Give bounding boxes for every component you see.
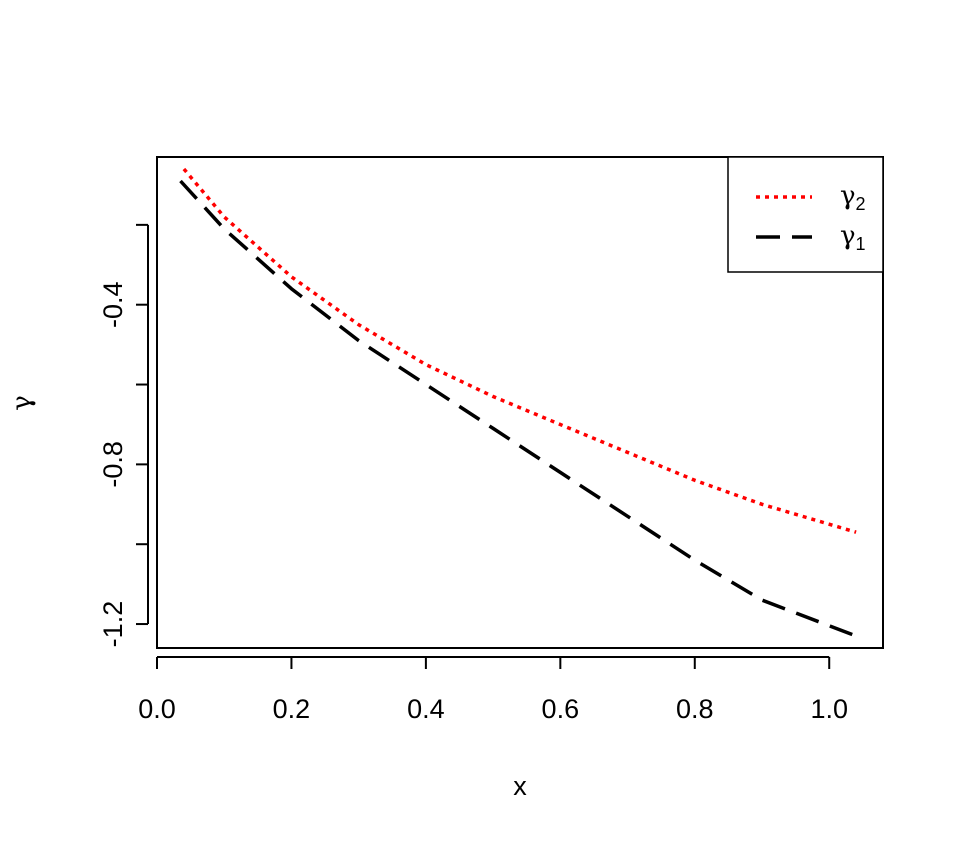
y-axis: -1.2 -0.8 -0.4: [98, 223, 149, 648]
x-tick-label: 0.2: [273, 694, 311, 724]
x-axis-label: x: [513, 771, 527, 801]
plot-frame: [156, 156, 884, 649]
x-axis: 0.0 0.2 0.4 0.6 0.8 1.0: [138, 656, 848, 724]
x-tick-label: 0.0: [138, 694, 176, 724]
y-axis-label: γ: [7, 395, 37, 411]
series-line-2: [179, 179, 857, 638]
legend-box: [727, 156, 884, 273]
y-tick-label: -1.2: [98, 601, 128, 648]
x-tick-label: 1.0: [810, 694, 848, 724]
x-tick-label: 0.6: [542, 694, 580, 724]
series-layer: [179, 167, 857, 638]
x-tick-label: 0.4: [407, 694, 445, 724]
y-tick-label: -0.8: [98, 441, 128, 488]
y-tick-label: -0.4: [98, 281, 128, 328]
series-line-1: [182, 167, 857, 534]
x-tick-label: 0.8: [676, 694, 714, 724]
